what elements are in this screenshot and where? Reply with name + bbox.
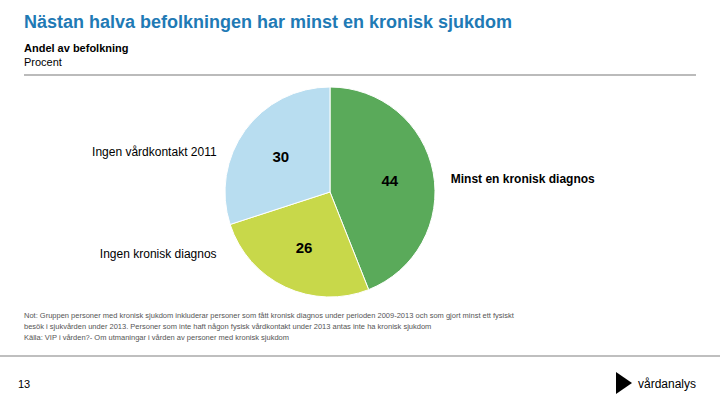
data-label: 30	[272, 148, 289, 165]
slice	[225, 87, 330, 224]
data-label: 44	[381, 172, 398, 189]
page-number: 13	[18, 378, 30, 390]
note: besök i sjukvården under 2013. Personer …	[24, 322, 431, 331]
subtitle: Andel av befolkning	[24, 42, 129, 54]
note: Källa: VIP i vården?- Om utmaningar i vå…	[24, 333, 289, 342]
pie-labels: 44 26 30 Minst en kronisk diagnos Ingen kron…	[92, 145, 595, 261]
category-label: Ingen vårdkontakt 2011	[92, 145, 217, 159]
category-label: Ingen kronisk diagnos	[100, 247, 217, 261]
pie	[225, 87, 435, 297]
footer-separator	[0, 355, 720, 357]
separator	[24, 74, 696, 76]
category-label: Minst en kronisk diagnos	[451, 172, 595, 186]
note: Not: Gruppen personer med kronisk sjukdo…	[24, 311, 515, 320]
data-label: 26	[296, 239, 313, 256]
logo	[616, 372, 632, 394]
title: Nästan halva befolkningen har minst en k…	[24, 12, 512, 32]
brand: vårdanalys	[638, 377, 696, 391]
chart: Nästan halva befolkningen har minst en k…	[0, 0, 720, 405]
subtitle: Procent	[24, 56, 62, 68]
